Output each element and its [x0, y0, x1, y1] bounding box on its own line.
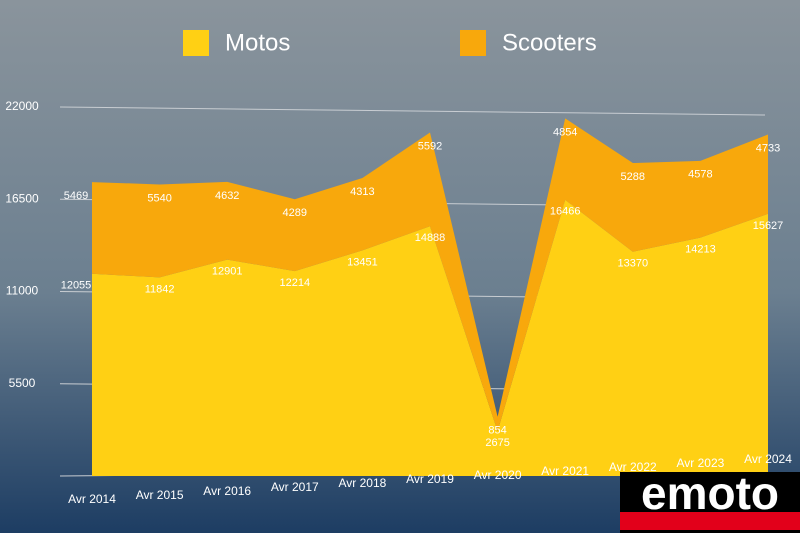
logo: emoto: [620, 467, 800, 533]
data-label: 16466: [550, 206, 581, 218]
legend-swatch: [183, 30, 209, 56]
data-label: 5288: [621, 171, 645, 183]
data-label: 4632: [215, 190, 239, 202]
x-tick-label: Avr 2019: [406, 472, 454, 486]
area: [92, 118, 768, 432]
data-label: 12901: [212, 266, 243, 278]
grid-line: [59, 106, 766, 116]
legend-swatch: [460, 30, 486, 56]
x-tick-label: Avr 2015: [136, 488, 184, 502]
x-tick-label: Avr 2020: [474, 468, 522, 482]
x-tick-label: Avr 2017: [271, 480, 319, 494]
x-tick-label: Avr 2022: [609, 460, 657, 474]
data-label: 5469: [64, 190, 88, 202]
y-tick-label: 16500: [5, 191, 39, 205]
data-label: 4733: [756, 142, 780, 154]
data-label: 4289: [283, 207, 307, 219]
y-tick-label: 5500: [9, 376, 36, 390]
x-tick-label: Avr 2021: [541, 464, 589, 478]
data-label: 13451: [347, 256, 378, 268]
data-label: 4854: [553, 126, 577, 138]
data-label: 14888: [415, 232, 446, 244]
y-tick-label: 11000: [6, 284, 39, 298]
data-label: 2675: [485, 437, 509, 449]
data-label: 11842: [145, 283, 175, 295]
data-label: 4313: [350, 186, 374, 198]
x-tick-label: Avr 2023: [676, 456, 724, 470]
area: [92, 199, 768, 477]
x-tick-label: Avr 2018: [338, 476, 386, 490]
x-tick-label: Avr 2024: [744, 452, 792, 466]
x-tick-label: Avr 2014: [68, 492, 116, 506]
data-label: 12214: [280, 277, 311, 289]
data-label: 5592: [418, 140, 442, 152]
data-label: 15627: [753, 220, 784, 232]
y-tick-label: 22000: [5, 99, 39, 113]
data-label: 5540: [147, 192, 171, 204]
logo-stripe: [620, 512, 800, 530]
data-label: 12055: [61, 280, 92, 292]
x-tick-label: Avr 2016: [203, 484, 251, 498]
data-label: 13370: [618, 258, 649, 270]
data-label: 4578: [688, 169, 712, 181]
legend-label: Motos: [225, 29, 290, 56]
data-label: 14213: [685, 244, 716, 256]
logo-text: emoto: [641, 467, 779, 519]
legend-label: Scooters: [502, 29, 597, 56]
data-label: 854: [488, 425, 506, 437]
